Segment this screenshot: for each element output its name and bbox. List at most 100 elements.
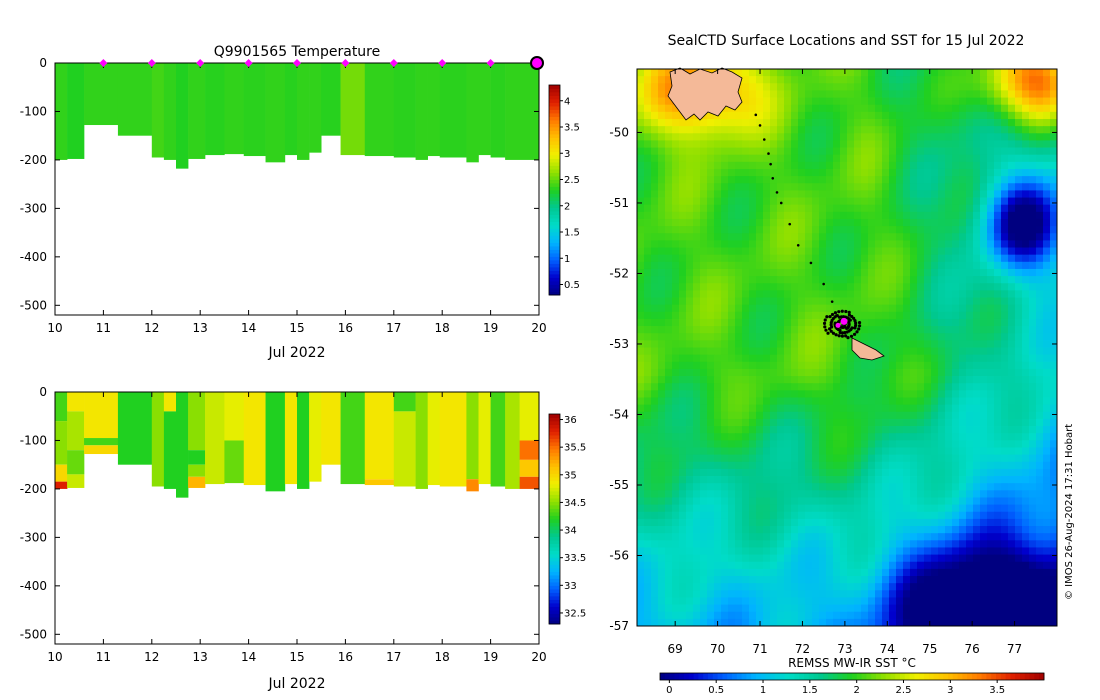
sst-cell <box>896 154 904 163</box>
sst-cell <box>973 261 981 270</box>
sst-cell <box>994 533 1002 541</box>
sst-cell <box>938 526 946 534</box>
sst-cell <box>728 190 736 198</box>
sst-cell <box>973 426 981 434</box>
sst-cell <box>861 204 869 213</box>
sst-cell <box>1036 526 1044 534</box>
sst-cell <box>791 376 799 384</box>
sst-cell <box>966 311 974 320</box>
sst-cell <box>1001 261 1009 270</box>
sst-cell <box>721 504 729 513</box>
sst-cell <box>1022 454 1030 463</box>
sst-cell <box>924 240 932 248</box>
sst-cell <box>987 97 995 106</box>
sst-cell <box>707 468 715 477</box>
sst-cell <box>1050 383 1058 391</box>
sst-cell <box>784 533 792 541</box>
sst-cell <box>1029 183 1037 191</box>
sst-cell <box>882 561 890 570</box>
sst-cell <box>1008 161 1016 170</box>
sst-cell <box>1036 576 1044 584</box>
sst-cell <box>791 326 799 334</box>
sst-cell <box>770 326 778 334</box>
sst-cell <box>896 347 904 356</box>
sst-cell <box>700 133 708 141</box>
sst-cell <box>994 111 1002 120</box>
sst-cell <box>658 611 666 620</box>
sst-cell <box>889 69 897 77</box>
sst-cell <box>805 126 813 134</box>
sst-cell <box>987 211 995 220</box>
sst-cell <box>798 133 806 141</box>
sst-cell <box>791 561 799 570</box>
sst-cell <box>756 104 764 113</box>
sst-cell <box>805 268 813 277</box>
sst-cell <box>749 347 757 356</box>
sst-cell <box>847 69 855 77</box>
sst-cell <box>868 518 876 527</box>
sst-cell <box>917 554 925 563</box>
sst-cell <box>847 604 855 613</box>
sst-cell <box>1043 483 1051 491</box>
sst-cell <box>1022 247 1030 256</box>
sst-cell <box>882 518 890 527</box>
sst-cell <box>819 526 827 534</box>
sst-cell <box>770 240 778 248</box>
sst-cell <box>994 147 1002 156</box>
sst-cell <box>777 554 785 563</box>
sst-cell <box>784 254 792 263</box>
sst-cell <box>791 190 799 198</box>
sst-cell <box>1008 447 1016 456</box>
sst-cell <box>1036 190 1044 198</box>
sst-cell <box>987 497 995 506</box>
sst-cell <box>658 433 666 441</box>
sst-cell <box>742 161 750 170</box>
sst-cell <box>840 547 848 555</box>
sst-cell <box>665 290 673 298</box>
sst-cell <box>952 604 960 613</box>
sst-cell <box>924 397 932 406</box>
sst-cell <box>805 368 813 377</box>
sst-cell <box>721 104 729 113</box>
sst-cell <box>854 611 862 620</box>
sst-cell <box>658 454 666 463</box>
sst-cell <box>756 147 764 156</box>
sst-cell <box>777 583 785 591</box>
sst-cell <box>931 83 939 91</box>
sst-cell <box>826 104 834 113</box>
salinity-colorbar-segment <box>549 414 560 418</box>
sst-cell <box>686 126 694 134</box>
sst-cell <box>868 390 876 398</box>
sst-cell <box>686 511 694 520</box>
sst-cell <box>644 133 652 141</box>
sst-cell <box>875 69 883 77</box>
sst-cell <box>693 268 701 277</box>
sst-cell <box>1008 411 1016 420</box>
sst-cell <box>1001 304 1009 313</box>
sst-cell <box>952 190 960 198</box>
sst-cell <box>1036 261 1044 270</box>
sst-cell <box>756 418 764 427</box>
sst-cell <box>658 83 666 91</box>
sst-cell <box>791 247 799 256</box>
sst-cell <box>868 376 876 384</box>
sst-cell <box>966 140 974 148</box>
sst-cell <box>854 454 862 463</box>
sst-cell <box>952 590 960 598</box>
sst-cell <box>742 547 750 555</box>
sst-cell <box>791 240 799 248</box>
sst-cell <box>854 197 862 206</box>
sst-cell <box>840 447 848 456</box>
sst-cell <box>1029 611 1037 620</box>
sst-cell <box>637 454 645 463</box>
sst-cell <box>735 176 743 184</box>
sst-cell <box>672 233 680 241</box>
sst-cell <box>714 390 722 398</box>
sst-cell <box>1036 568 1044 577</box>
sst-cell <box>728 547 736 555</box>
sst-cell <box>819 411 827 420</box>
sst-cell <box>1036 226 1044 234</box>
sst-cell <box>735 354 743 363</box>
sst-cell <box>749 204 757 213</box>
sst-cell <box>1001 247 1009 256</box>
